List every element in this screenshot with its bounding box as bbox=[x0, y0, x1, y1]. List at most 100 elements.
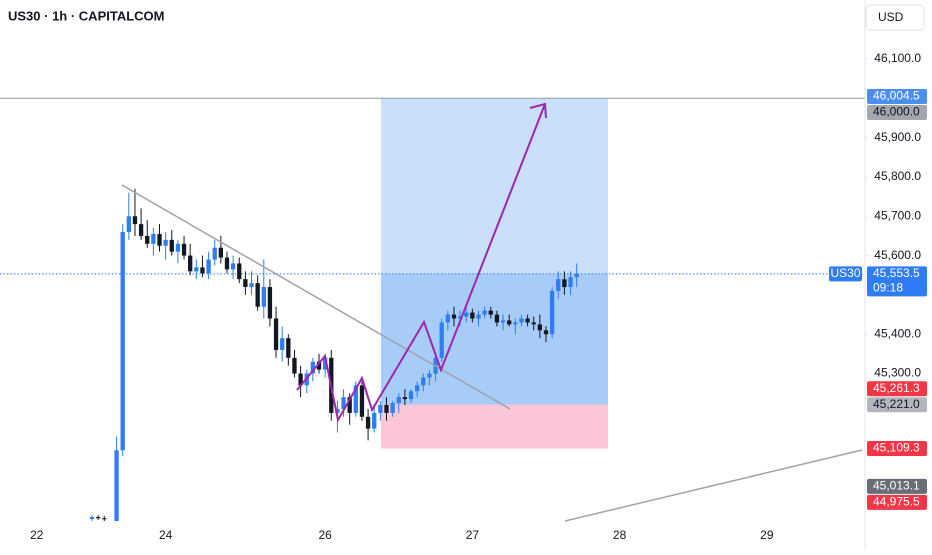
candle-body bbox=[322, 357, 328, 370]
candle-body bbox=[181, 243, 187, 256]
candle-body bbox=[212, 247, 217, 260]
price-badge bbox=[867, 494, 927, 510]
x-tick-label: 22 bbox=[30, 528, 44, 542]
candle-body bbox=[372, 412, 377, 429]
candle-body bbox=[519, 318, 524, 323]
candle-body bbox=[169, 239, 174, 252]
price-badge-label: 46,004.5 bbox=[873, 89, 920, 103]
price-badge-label: 44,975.5 bbox=[873, 495, 920, 509]
x-tick-label: 28 bbox=[613, 528, 627, 542]
price-badge-label: 45,221.0 bbox=[873, 397, 920, 411]
candle-body bbox=[249, 283, 254, 288]
candle-body bbox=[494, 314, 500, 323]
price-badge-label: 45,553.5 bbox=[873, 266, 920, 280]
candle-body bbox=[378, 405, 383, 413]
symbol-tag-label: US30 bbox=[830, 266, 860, 280]
y-tick-label: 46,100.0 bbox=[874, 51, 921, 65]
candle-body bbox=[347, 397, 352, 413]
candle-body bbox=[470, 312, 475, 319]
currency-button[interactable] bbox=[865, 4, 925, 31]
candle-body bbox=[194, 267, 199, 272]
candle-body bbox=[507, 320, 512, 325]
candle-body bbox=[335, 408, 340, 413]
y-tick-label: 45,300.0 bbox=[874, 366, 921, 380]
drawings-front bbox=[121, 102, 863, 522]
candle-body bbox=[537, 324, 543, 331]
candle-body bbox=[243, 279, 248, 288]
candle-body bbox=[132, 216, 138, 225]
price-badge bbox=[867, 441, 927, 457]
candle-body bbox=[89, 517, 95, 520]
y-tick-label: 45,900.0 bbox=[874, 130, 921, 144]
price-badge bbox=[867, 478, 927, 494]
price-badge bbox=[867, 105, 927, 121]
candle-body bbox=[439, 322, 444, 358]
candle-body bbox=[157, 233, 162, 246]
price-badge-label: 45,109.3 bbox=[873, 441, 920, 455]
candle-body bbox=[163, 239, 168, 246]
candle-body bbox=[384, 405, 389, 413]
candle-body bbox=[267, 287, 273, 319]
candle-body bbox=[500, 320, 506, 323]
candle-body bbox=[206, 259, 211, 274]
candle-body bbox=[549, 290, 555, 335]
candle-body bbox=[525, 318, 530, 323]
candle-body bbox=[396, 397, 401, 404]
candle-body bbox=[464, 312, 469, 317]
price-badge-label: 45,261.3 bbox=[873, 381, 920, 395]
candle-body bbox=[445, 314, 450, 323]
candle-body bbox=[280, 338, 285, 350]
projection-path bbox=[296, 103, 546, 423]
candle-body bbox=[365, 416, 371, 429]
projection-arrowhead bbox=[529, 102, 547, 119]
candle-body bbox=[556, 279, 561, 291]
price-badge bbox=[867, 381, 927, 397]
candle-body bbox=[568, 277, 573, 288]
candle-body bbox=[341, 397, 346, 409]
price-badge-label: 45,013.1 bbox=[873, 479, 920, 493]
candle-body bbox=[427, 373, 432, 378]
candle-body bbox=[390, 403, 395, 413]
x-tick-label: 27 bbox=[466, 528, 480, 542]
candle-body bbox=[451, 314, 457, 319]
candle-body bbox=[298, 373, 303, 386]
candle-body bbox=[421, 377, 426, 386]
price-badge bbox=[867, 89, 927, 105]
y-tick-label: 45,400.0 bbox=[874, 326, 921, 340]
trend-line bbox=[121, 184, 511, 410]
candle-body bbox=[402, 397, 408, 400]
candle-body bbox=[476, 314, 481, 319]
candle-body bbox=[562, 279, 567, 288]
price-badge bbox=[867, 266, 927, 297]
candle-body bbox=[175, 243, 181, 252]
candle-body bbox=[316, 361, 322, 370]
price-badge-label: 46,000.0 bbox=[873, 105, 920, 119]
candle-body bbox=[200, 267, 205, 274]
candle-body bbox=[120, 231, 125, 451]
target-zone bbox=[381, 98, 608, 405]
drawings-back bbox=[0, 97, 865, 449]
candle-body bbox=[286, 338, 291, 358]
candle-body bbox=[531, 322, 536, 325]
candle-body bbox=[237, 263, 242, 280]
candle-body bbox=[224, 257, 230, 270]
y-tick-label: 45,600.0 bbox=[874, 248, 921, 262]
candle-body bbox=[310, 361, 316, 374]
candle-body bbox=[230, 263, 236, 270]
candle-body bbox=[457, 316, 463, 319]
candle-body bbox=[96, 517, 101, 519]
x-tick-label: 24 bbox=[159, 528, 173, 542]
price-badge bbox=[867, 397, 927, 413]
candle-body bbox=[359, 385, 365, 417]
x-tick-label: 26 bbox=[318, 528, 332, 542]
candle-body bbox=[543, 330, 549, 335]
y-tick-label: 45,800.0 bbox=[874, 169, 921, 183]
candle-body bbox=[188, 255, 193, 272]
candle-body bbox=[145, 235, 150, 244]
candle-body bbox=[138, 224, 144, 236]
currency-label: USD bbox=[878, 10, 904, 24]
countdown: 09:18 bbox=[873, 281, 903, 295]
trend-line bbox=[564, 449, 863, 522]
